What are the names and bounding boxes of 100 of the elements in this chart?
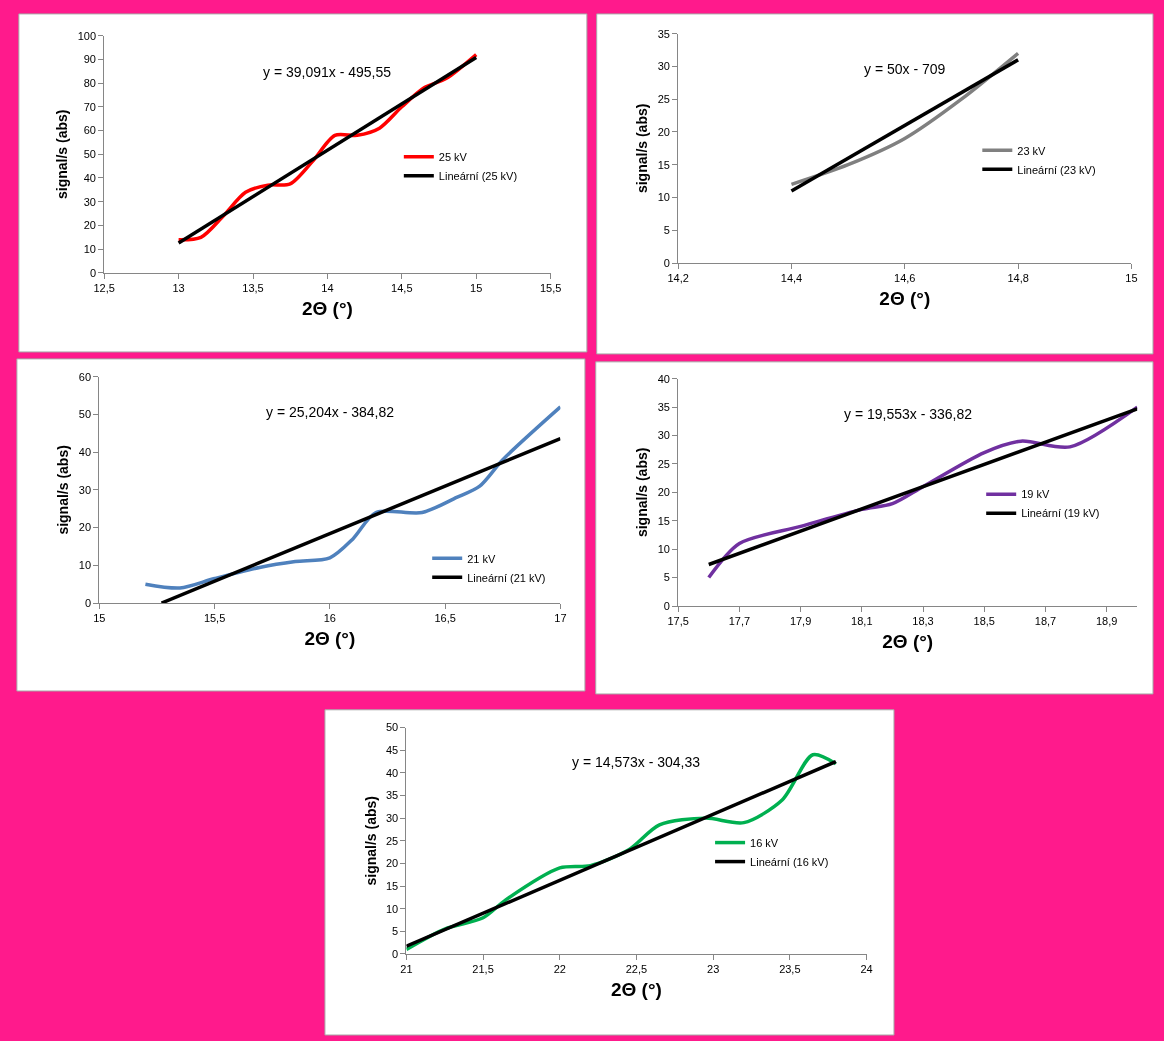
x-tick-label: 14,8 — [1007, 272, 1029, 285]
x-tick-label: 23 — [707, 963, 720, 976]
y-tick-label: 40 — [78, 445, 92, 458]
y-tick-label: 60 — [83, 124, 96, 137]
x-tick-label: 17,5 — [667, 615, 689, 628]
y-tick-label: 50 — [83, 148, 96, 161]
y-axis-title: signal/s (abs) — [634, 447, 651, 538]
y-axis-title: signal/s (abs) — [55, 445, 72, 535]
x-tick-label: 14,4 — [780, 272, 803, 285]
x-tick-label: 21,5 — [472, 963, 494, 976]
y-axis-title: signal/s (abs) — [634, 103, 651, 194]
legend-label: 19 kV — [1021, 488, 1050, 501]
y-tick-label: 25 — [385, 834, 399, 847]
legend-label: Lineární (23 kV) — [1017, 163, 1096, 176]
y-tick-label: 35 — [385, 789, 399, 802]
y-tick-label: 25 — [657, 93, 670, 106]
y-tick-label: 40 — [385, 766, 399, 779]
y-tick-label: 0 — [663, 599, 670, 612]
x-tick-label: 17,7 — [728, 615, 751, 628]
y-tick-label: 80 — [83, 76, 96, 89]
y-tick-label: 40 — [657, 372, 670, 385]
y-tick-label: 0 — [663, 256, 670, 269]
y-axis-title: signal/s (abs) — [362, 796, 379, 886]
y-tick-label: 20 — [385, 857, 399, 870]
y-tick-label: 15 — [657, 158, 670, 171]
y-tick-label: 20 — [657, 486, 670, 499]
legend-label: 21 kV — [467, 552, 496, 565]
x-tick-label: 14 — [321, 282, 334, 295]
x-tick-label: 24 — [860, 963, 873, 976]
x-tick-label: 14,2 — [667, 272, 689, 285]
legend-label: 25 kV — [438, 150, 468, 163]
y-tick-label: 40 — [83, 171, 96, 184]
x-tick-label: 15,5 — [203, 612, 226, 625]
legend-label: Lineární (19 kV) — [1021, 507, 1100, 520]
y-tick-label: 10 — [83, 243, 96, 256]
y-tick-label: 50 — [78, 408, 92, 421]
x-tick-label: 18,1 — [851, 615, 873, 628]
x-tick-label: 18,5 — [973, 615, 995, 628]
y-tick-label: 45 — [385, 744, 399, 757]
legend-label: 16 kV — [750, 836, 779, 849]
y-tick-label: 30 — [657, 429, 670, 442]
x-tick-label: 17 — [554, 612, 567, 625]
annotation: y = 19,553x - 336,82 — [844, 406, 973, 422]
annotation: y = 25,204x - 384,82 — [266, 404, 395, 420]
y-tick-label: 30 — [385, 811, 399, 824]
y-tick-label: 10 — [657, 191, 670, 204]
x-axis-title: 2Θ (°) — [304, 628, 356, 650]
y-tick-label: 30 — [83, 195, 96, 208]
y-tick-label: 35 — [657, 400, 670, 413]
x-tick-label: 18,7 — [1034, 615, 1057, 628]
y-axis-title: signal/s (abs) — [54, 109, 71, 200]
y-tick-label: 10 — [657, 543, 670, 556]
y-tick-label: 35 — [657, 27, 670, 40]
x-axis-title: 2Θ (°) — [611, 978, 662, 1000]
x-tick-label: 15 — [93, 612, 106, 625]
y-tick-label: 5 — [663, 224, 670, 237]
y-tick-label: 0 — [392, 947, 399, 960]
y-tick-label: 15 — [657, 514, 670, 527]
x-tick-label: 15 — [470, 282, 483, 295]
x-tick-label: 13 — [172, 282, 185, 295]
x-tick-label: 15,5 — [539, 282, 562, 295]
x-tick-label: 15 — [1125, 272, 1138, 285]
x-tick-label: 21 — [400, 963, 413, 976]
y-tick-label: 100 — [77, 29, 96, 42]
y-tick-label: 30 — [657, 60, 670, 73]
x-tick-label: 12,5 — [93, 282, 115, 295]
y-tick-label: 10 — [78, 559, 92, 572]
x-tick-label: 13,5 — [242, 282, 264, 295]
x-axis-title: 2Θ (°) — [879, 288, 931, 309]
x-tick-label: 22,5 — [625, 963, 648, 976]
x-tick-label: 18,9 — [1095, 615, 1118, 628]
y-tick-label: 70 — [83, 100, 96, 113]
x-tick-label: 22 — [553, 963, 566, 976]
y-tick-label: 25 — [657, 457, 670, 470]
annotation: y = 14,573x - 304,33 — [572, 754, 701, 770]
x-tick-label: 14,6 — [894, 272, 916, 285]
x-tick-label: 17,9 — [789, 615, 812, 628]
x-tick-label: 23,5 — [779, 963, 801, 976]
legend-label: Lineární (21 kV) — [467, 571, 546, 584]
x-tick-label: 16 — [323, 612, 336, 625]
y-tick-label: 15 — [385, 879, 399, 892]
y-tick-label: 20 — [83, 219, 96, 232]
x-axis-title: 2Θ (°) — [882, 631, 934, 652]
y-tick-label: 60 — [78, 370, 92, 383]
x-axis-title: 2Θ (°) — [301, 297, 353, 319]
y-tick-label: 20 — [657, 125, 670, 138]
legend-label: 23 kV — [1017, 144, 1047, 157]
x-tick-label: 16,5 — [434, 612, 456, 625]
legend-label: Lineární (16 kV) — [750, 855, 829, 868]
legend-label: Lineární (25 kV) — [438, 169, 518, 182]
annotation: y = 50x - 709 — [864, 61, 946, 77]
x-tick-label: 18,3 — [912, 615, 934, 628]
y-tick-label: 30 — [78, 483, 92, 496]
y-tick-label: 0 — [89, 266, 96, 279]
y-tick-label: 20 — [78, 521, 92, 534]
y-tick-label: 0 — [84, 596, 92, 609]
y-tick-label: 90 — [83, 53, 96, 66]
y-tick-label: 5 — [392, 925, 399, 938]
x-tick-label: 14,5 — [391, 282, 413, 295]
y-tick-label: 10 — [385, 902, 399, 915]
